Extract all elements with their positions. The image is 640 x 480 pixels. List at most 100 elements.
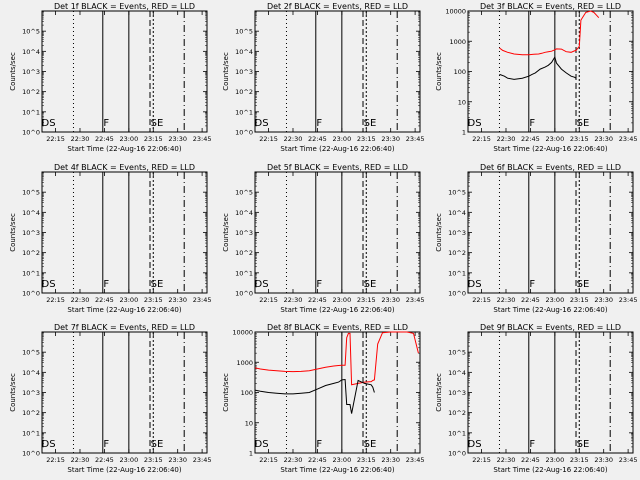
y-tick-label: 10^4 bbox=[22, 369, 40, 377]
y-tick-label: 10^0 bbox=[235, 129, 253, 137]
x-axis-label: Start Time (22-Aug-16 22:06:40) bbox=[67, 466, 181, 474]
event-annotation-label: F bbox=[103, 439, 109, 450]
chart-title: Det 5f BLACK = Events, RED = LLD bbox=[267, 163, 408, 172]
detector-panel-6f: Det 6f BLACK = Events, RED = LLD Counts/s… bbox=[435, 163, 637, 314]
y-tick-label: 10^2 bbox=[22, 409, 40, 417]
x-tick-label: 23:45 bbox=[619, 296, 638, 304]
y-tick-label: 10^3 bbox=[22, 229, 40, 237]
x-tick-label: 22:15 bbox=[472, 296, 491, 304]
event-annotation-label: F bbox=[316, 279, 322, 290]
event-annotation-label: F bbox=[103, 279, 109, 290]
plot-frame bbox=[41, 10, 208, 133]
y-tick-label: 10^0 bbox=[448, 450, 466, 458]
y-tick-label: 10 bbox=[245, 419, 253, 427]
x-tick-label: 23:45 bbox=[193, 456, 212, 464]
x-tick-label: 23:15 bbox=[357, 456, 376, 464]
detector-panel-4f: Det 4f BLACK = Events, RED = LLD Counts/s… bbox=[9, 163, 211, 314]
y-tick-label: 10^1 bbox=[22, 269, 40, 277]
lld-series-line bbox=[499, 10, 600, 56]
x-tick-label: 23:45 bbox=[193, 135, 212, 143]
chart-title: Det 2f BLACK = Events, RED = LLD bbox=[267, 2, 408, 11]
x-tick-label: 22:15 bbox=[259, 135, 278, 143]
event-annotation-label: SE bbox=[364, 118, 377, 129]
x-tick-label: 22:30 bbox=[284, 456, 303, 464]
plot-frame bbox=[467, 10, 634, 133]
event-annotation-label: DS bbox=[468, 118, 482, 129]
event-annotation-label: DS bbox=[255, 279, 269, 290]
y-axis-label: Counts/sec bbox=[222, 213, 230, 252]
y-tick-label: 10^3 bbox=[448, 229, 466, 237]
event-annotation-label: DS bbox=[468, 279, 482, 290]
x-tick-label: 23:00 bbox=[119, 296, 138, 304]
x-tick-label: 22:30 bbox=[497, 296, 516, 304]
y-tick-label: 10^1 bbox=[448, 429, 466, 437]
y-tick-label: 10^5 bbox=[22, 28, 40, 36]
x-tick-label: 23:15 bbox=[144, 456, 163, 464]
y-tick-label: 10^4 bbox=[448, 369, 466, 377]
x-axis-label: Start Time (22-Aug-16 22:06:40) bbox=[280, 145, 394, 153]
y-tick-label: 10^0 bbox=[22, 290, 40, 298]
y-tick-label: 10^1 bbox=[448, 269, 466, 277]
chart-title: Det 8f BLACK = Events, RED = LLD bbox=[267, 323, 408, 332]
x-axis-label: Start Time (22-Aug-16 22:06:40) bbox=[280, 466, 394, 474]
y-tick-label: 10^5 bbox=[22, 189, 40, 197]
y-tick-label: 10^2 bbox=[22, 249, 40, 257]
x-axis-label: Start Time (22-Aug-16 22:06:40) bbox=[493, 306, 607, 314]
detector-panel-8f: Det 8f BLACK = Events, RED = LLD Counts/s… bbox=[222, 323, 424, 474]
y-tick-label: 10^4 bbox=[448, 209, 466, 217]
detector-panel-1f: Det 1f BLACK = Events, RED = LLD Counts/s… bbox=[9, 2, 211, 153]
detector-panel-7f: Det 7f BLACK = Events, RED = LLD Counts/s… bbox=[9, 323, 211, 474]
events-series-line bbox=[254, 378, 375, 414]
y-tick-label: 10^2 bbox=[235, 88, 253, 96]
x-tick-label: 22:45 bbox=[521, 456, 540, 464]
y-axis-label: Counts/sec bbox=[222, 52, 230, 91]
chart-title: Det 7f BLACK = Events, RED = LLD bbox=[54, 323, 195, 332]
y-tick-label: 10000 bbox=[232, 329, 253, 337]
x-tick-label: 22:30 bbox=[497, 456, 516, 464]
event-annotation-label: F bbox=[103, 118, 109, 129]
event-annotation-label: F bbox=[316, 439, 322, 450]
x-tick-label: 23:45 bbox=[406, 296, 425, 304]
x-tick-label: 22:15 bbox=[46, 296, 65, 304]
x-tick-label: 22:45 bbox=[95, 135, 114, 143]
x-tick-label: 23:15 bbox=[570, 135, 589, 143]
y-tick-label: 10^0 bbox=[448, 290, 466, 298]
x-tick-label: 23:30 bbox=[381, 456, 400, 464]
y-axis-label: Counts/sec bbox=[222, 373, 230, 412]
chart-title: Det 6f BLACK = Events, RED = LLD bbox=[480, 163, 621, 172]
plot-frame bbox=[254, 10, 421, 133]
event-annotation-label: F bbox=[529, 279, 535, 290]
x-tick-label: 22:15 bbox=[259, 296, 278, 304]
y-tick-label: 10^3 bbox=[235, 229, 253, 237]
x-tick-label: 22:15 bbox=[259, 456, 278, 464]
event-annotation-label: DS bbox=[42, 118, 56, 129]
x-tick-label: 23:00 bbox=[119, 135, 138, 143]
x-tick-label: 23:00 bbox=[332, 296, 351, 304]
chart-title: Det 3f BLACK = Events, RED = LLD bbox=[480, 2, 621, 11]
y-tick-label: 10^5 bbox=[448, 189, 466, 197]
x-tick-label: 22:45 bbox=[308, 456, 327, 464]
events-series-line bbox=[499, 55, 577, 80]
x-tick-label: 23:00 bbox=[332, 456, 351, 464]
x-tick-label: 23:15 bbox=[357, 135, 376, 143]
y-tick-label: 10^2 bbox=[22, 88, 40, 96]
x-axis-label: Start Time (22-Aug-16 22:06:40) bbox=[280, 306, 394, 314]
event-annotation-label: SE bbox=[151, 118, 164, 129]
x-axis-label: Start Time (22-Aug-16 22:06:40) bbox=[67, 306, 181, 314]
y-tick-label: 10^0 bbox=[22, 129, 40, 137]
event-annotation-label: DS bbox=[255, 439, 269, 450]
y-axis-label: Counts/sec bbox=[9, 373, 17, 412]
y-tick-label: 10^1 bbox=[22, 108, 40, 116]
detector-panel-3f: Det 3f BLACK = Events, RED = LLD Counts/s… bbox=[435, 2, 637, 153]
x-tick-label: 22:30 bbox=[71, 296, 90, 304]
x-tick-label: 22:45 bbox=[308, 135, 327, 143]
y-tick-label: 10^0 bbox=[22, 450, 40, 458]
x-tick-label: 22:15 bbox=[46, 135, 65, 143]
x-tick-label: 23:00 bbox=[545, 135, 564, 143]
event-annotation-label: DS bbox=[255, 118, 269, 129]
event-annotation-label: SE bbox=[151, 439, 164, 450]
y-tick-label: 1 bbox=[249, 450, 253, 458]
y-tick-label: 10^2 bbox=[448, 409, 466, 417]
plot-frame bbox=[467, 171, 634, 294]
